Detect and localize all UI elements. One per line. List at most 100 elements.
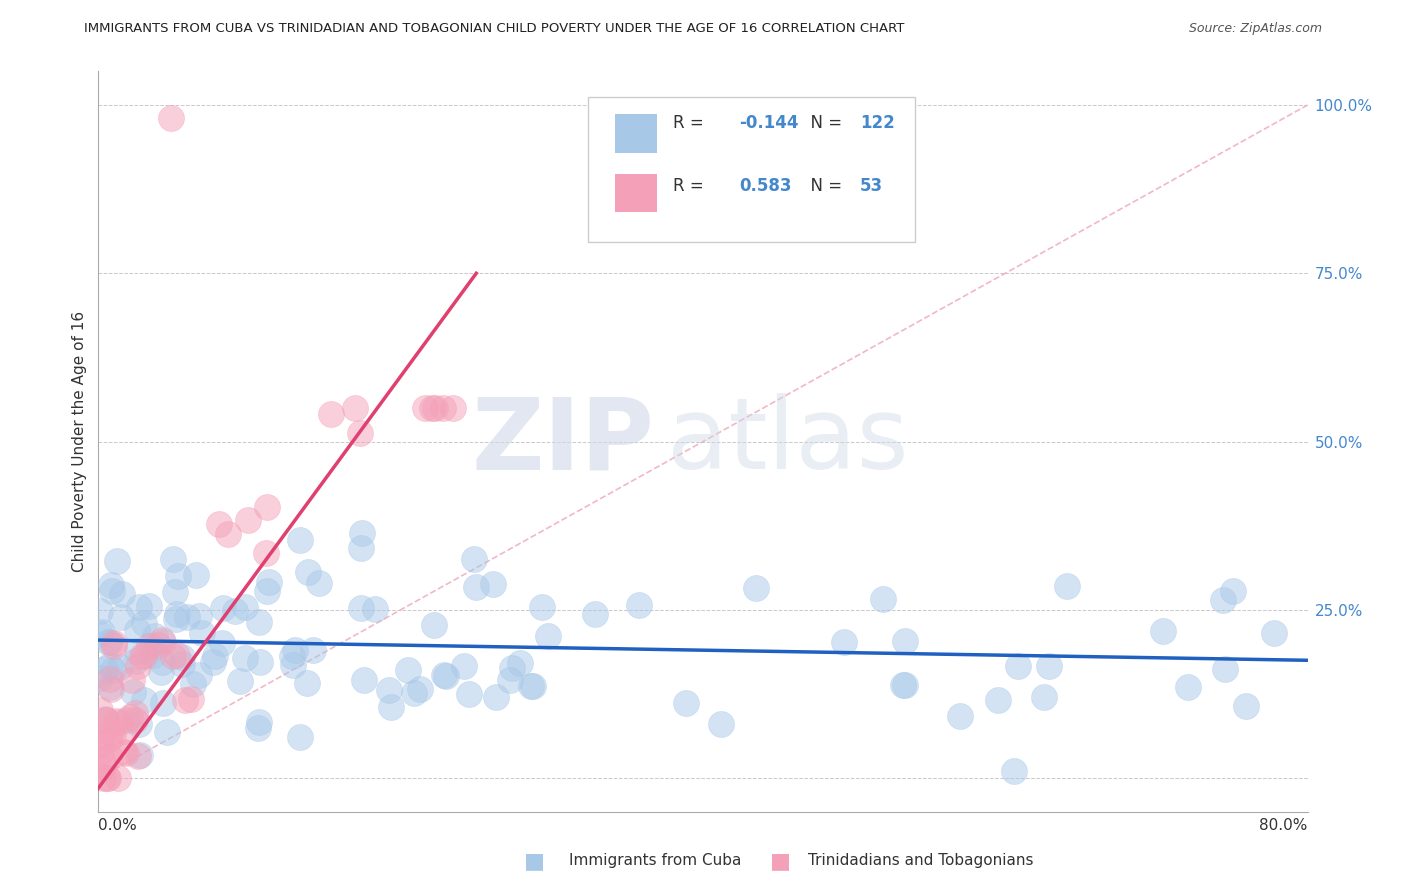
Point	[156, 725, 179, 739]
Point	[152, 656, 174, 670]
Point	[1263, 626, 1285, 640]
Point	[127, 748, 149, 763]
Point	[433, 668, 456, 682]
Point	[710, 717, 733, 731]
Point	[138, 599, 160, 613]
Point	[122, 685, 145, 699]
Point	[152, 696, 174, 710]
Point	[89, 703, 111, 717]
Point	[344, 401, 367, 415]
Point	[124, 654, 146, 668]
Text: R =: R =	[672, 114, 709, 132]
Point	[1004, 764, 1026, 779]
Point	[190, 625, 212, 640]
Point	[114, 723, 136, 738]
Point	[90, 729, 112, 743]
Point	[128, 717, 150, 731]
Point	[295, 676, 318, 690]
Point	[108, 715, 131, 730]
Point	[94, 662, 117, 676]
Point	[105, 553, 128, 567]
Point	[350, 600, 373, 615]
Point	[308, 575, 330, 590]
Point	[187, 668, 209, 682]
Point	[353, 673, 375, 687]
Point	[378, 682, 401, 697]
Point	[149, 665, 172, 679]
Point	[744, 581, 766, 595]
Point	[894, 633, 917, 648]
Point	[162, 552, 184, 566]
Point	[233, 651, 256, 665]
Point	[138, 640, 160, 654]
Point	[233, 599, 256, 614]
Point	[432, 401, 454, 415]
Point	[127, 658, 149, 673]
Point	[458, 687, 481, 701]
Point	[166, 568, 188, 582]
Point	[97, 731, 120, 746]
Point	[124, 713, 146, 727]
Point	[208, 516, 231, 531]
Text: R =: R =	[672, 178, 709, 195]
Point	[236, 513, 259, 527]
Point	[463, 552, 485, 566]
Point	[1007, 659, 1029, 673]
Point	[583, 607, 606, 621]
Point	[100, 578, 122, 592]
Text: 0.583: 0.583	[740, 178, 792, 195]
Text: ■: ■	[770, 851, 790, 871]
Point	[423, 617, 446, 632]
Point	[98, 635, 121, 649]
Point	[96, 771, 118, 785]
Point	[150, 633, 173, 648]
Point	[204, 649, 226, 664]
Point	[319, 407, 342, 421]
Point	[1213, 662, 1236, 676]
Point	[125, 643, 148, 657]
Point	[112, 745, 135, 759]
Text: 0.0%: 0.0%	[98, 819, 138, 833]
Text: ■: ■	[524, 851, 544, 871]
Point	[297, 565, 319, 579]
Point	[125, 623, 148, 637]
Point	[413, 401, 436, 415]
Point	[1177, 680, 1199, 694]
Point	[180, 692, 202, 706]
Point	[872, 591, 894, 606]
Point	[187, 609, 209, 624]
Point	[173, 692, 195, 706]
Point	[290, 533, 312, 547]
Point	[89, 671, 111, 685]
Point	[537, 629, 560, 643]
Point	[501, 661, 523, 675]
Point	[96, 714, 118, 728]
Text: 80.0%: 80.0%	[1260, 819, 1308, 833]
Point	[89, 604, 111, 618]
Point	[380, 700, 402, 714]
Point	[224, 604, 246, 618]
Point	[166, 607, 188, 621]
Point	[107, 771, 129, 785]
Point	[103, 663, 125, 677]
Point	[256, 583, 278, 598]
Point	[91, 771, 114, 785]
Text: atlas: atlas	[666, 393, 908, 490]
Text: 53: 53	[860, 178, 883, 195]
Point	[142, 648, 165, 662]
Point	[124, 706, 146, 720]
Point	[143, 629, 166, 643]
Point	[949, 709, 972, 723]
Point	[103, 639, 125, 653]
Point	[1152, 624, 1174, 638]
Point	[128, 600, 150, 615]
Point	[184, 568, 207, 582]
Point	[891, 678, 914, 692]
Point	[281, 649, 304, 664]
Point	[247, 715, 270, 730]
Point	[1236, 698, 1258, 713]
Point	[103, 635, 125, 649]
Point	[1038, 658, 1060, 673]
Point	[675, 697, 697, 711]
Text: -0.144: -0.144	[740, 114, 799, 132]
